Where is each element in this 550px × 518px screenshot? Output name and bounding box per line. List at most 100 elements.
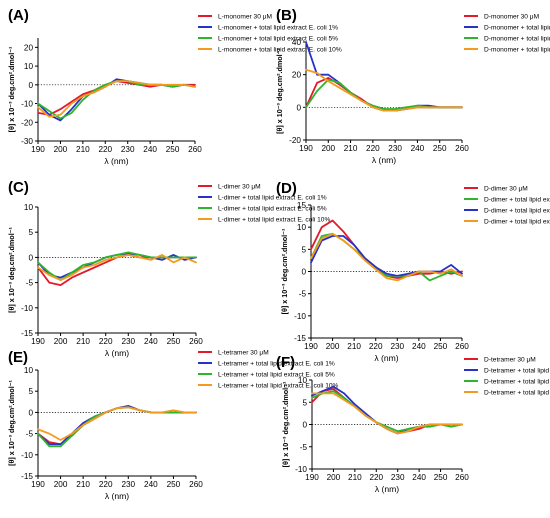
x-tick-label: 240 bbox=[144, 337, 158, 346]
y-tick-label: -30 bbox=[21, 137, 33, 146]
x-tick-label: 200 bbox=[326, 342, 340, 351]
x-tick-label: 240 bbox=[144, 480, 158, 489]
y-tick-label: 10 bbox=[24, 203, 34, 212]
y-tick-label: -10 bbox=[21, 100, 33, 109]
x-tick-label: 240 bbox=[411, 144, 425, 153]
legend-entry: D-monomer 30 μM bbox=[484, 13, 539, 20]
x-tick-label: 250 bbox=[433, 144, 447, 153]
y-tick-label: -10 bbox=[21, 451, 33, 460]
series-line bbox=[37, 406, 197, 441]
legend-entry: D-tetramer + total lipid extract E. coli… bbox=[484, 389, 550, 396]
y-tick-label: -15 bbox=[294, 334, 306, 343]
y-tick-label: 10 bbox=[24, 366, 34, 375]
y-tick-label: 0 bbox=[28, 81, 33, 90]
x-tick-label: 230 bbox=[121, 145, 135, 154]
legend-entry: L-tetramer + total lipid extract E. coli… bbox=[218, 360, 335, 367]
legend-entry: D-monomer + total lipid extract E. coli … bbox=[484, 24, 550, 31]
x-tick-label: 210 bbox=[347, 342, 361, 351]
x-axis-label: λ (nm) bbox=[105, 491, 129, 501]
y-tick-label: 0 bbox=[28, 408, 33, 417]
x-tick-label: 220 bbox=[369, 473, 383, 482]
panel-b: (B) 190 200 210 220 230 240 250 260 -20 0 20 40 λ (nm… bbox=[275, 7, 550, 165]
x-tick-label: 220 bbox=[98, 145, 112, 154]
y-tick-label: 10 bbox=[297, 223, 307, 232]
panel-letter: (F) bbox=[276, 354, 295, 371]
series-line bbox=[37, 254, 197, 281]
series-line bbox=[310, 219, 463, 279]
x-tick-label: 190 bbox=[305, 473, 319, 482]
panel-letter: (C) bbox=[8, 179, 29, 196]
legend-entry: L-monomer + total lipid extract E. coli … bbox=[218, 24, 338, 31]
x-tick-label: 240 bbox=[143, 145, 157, 154]
panel-d: (D) 190 200 210 220 230 240 250 260 -15 -10 -5 0 5 10 1… bbox=[276, 180, 550, 363]
x-tick-label: 260 bbox=[189, 337, 203, 346]
x-tick-label: 250 bbox=[167, 337, 181, 346]
panel-e: (E) 190 200 210 220 230 240 250 260 -15 -10 -5 0 5 10 λ… bbox=[7, 349, 339, 501]
y-tick-label: 15 bbox=[297, 201, 307, 210]
panel-letter: (D) bbox=[276, 180, 297, 197]
x-axis-label: λ (nm) bbox=[104, 156, 128, 166]
series-line bbox=[37, 80, 196, 118]
x-tick-label: 200 bbox=[54, 337, 68, 346]
y-tick-label: 10 bbox=[298, 376, 308, 385]
y-tick-label: -20 bbox=[289, 136, 301, 145]
x-tick-label: 220 bbox=[99, 480, 113, 489]
x-tick-label: 190 bbox=[299, 144, 313, 153]
legend-entry: D-monomer + total lipid extract E. coli … bbox=[484, 46, 550, 53]
x-tick-label: 190 bbox=[31, 337, 45, 346]
x-tick-label: 210 bbox=[344, 144, 358, 153]
x-tick-label: 230 bbox=[121, 337, 135, 346]
y-tick-label: 0 bbox=[301, 268, 306, 277]
legend-entry: L-dimer + total lipid extract E. coli 5% bbox=[218, 205, 327, 212]
x-tick-label: 200 bbox=[327, 473, 341, 482]
panel-letter: (E) bbox=[8, 349, 28, 366]
panel-a: (A)190 200 210 220 230 240 250 260-30-20-100102… bbox=[7, 7, 342, 166]
x-tick-label: 260 bbox=[188, 145, 202, 154]
y-tick-label: 20 bbox=[24, 43, 34, 52]
y-tick-label: 5 bbox=[302, 398, 307, 407]
x-tick-label: 230 bbox=[391, 473, 405, 482]
y-tick-label: 0 bbox=[28, 253, 33, 262]
series-line bbox=[305, 68, 463, 112]
y-tick-label: -5 bbox=[300, 443, 308, 452]
y-tick-label: -5 bbox=[26, 279, 34, 288]
x-tick-label: 220 bbox=[99, 337, 113, 346]
legend-entry: D-tetramer 30 μM bbox=[484, 356, 536, 363]
x-tick-label: 250 bbox=[434, 473, 448, 482]
x-tick-label: 200 bbox=[54, 145, 68, 154]
y-tick-label: 5 bbox=[28, 228, 33, 237]
y-tick-label: -5 bbox=[299, 290, 307, 299]
legend-entry: D-monomer + total lipid extract E. coli … bbox=[484, 35, 550, 42]
legend-entry: L-tetramer 30 μM bbox=[218, 349, 269, 356]
y-tick-label: -5 bbox=[26, 430, 34, 439]
x-tick-label: 210 bbox=[348, 473, 362, 482]
y-tick-label: 0 bbox=[296, 103, 301, 112]
series-line bbox=[310, 235, 463, 277]
y-tick-label: 20 bbox=[292, 71, 302, 80]
x-axis-label: λ (nm) bbox=[374, 353, 398, 363]
y-axis-label: [θ] x 10⁻³ deg.cm².dmol⁻¹ bbox=[275, 48, 284, 134]
y-tick-label: -15 bbox=[21, 472, 33, 481]
legend-entry: D-dimer + total lipid extract E. coli 5% bbox=[484, 207, 550, 214]
x-tick-label: 190 bbox=[31, 145, 45, 154]
y-tick-label: 5 bbox=[301, 245, 306, 254]
x-tick-label: 220 bbox=[369, 342, 383, 351]
x-tick-label: 200 bbox=[54, 480, 68, 489]
legend-entry: D-tetramer + total lipid extract E. coli… bbox=[484, 367, 550, 374]
y-tick-label: -10 bbox=[295, 465, 307, 474]
y-tick-label: 0 bbox=[302, 421, 307, 430]
legend-entry: D-tetramer + total lipid extract E. coli… bbox=[484, 378, 550, 385]
x-tick-label: 260 bbox=[189, 480, 203, 489]
panel-f: (F) 190 200 210 220 230 240 250 260 -10 -5 0 5 10 λ (n… bbox=[276, 354, 550, 494]
x-tick-label: 230 bbox=[121, 480, 135, 489]
legend-entry: L-monomer 30 μM bbox=[218, 13, 272, 20]
legend-entry: L-dimer + total lipid extract E. coli 1% bbox=[218, 194, 327, 201]
x-tick-label: 260 bbox=[455, 144, 469, 153]
x-axis-label: λ (nm) bbox=[105, 348, 129, 358]
x-tick-label: 210 bbox=[76, 145, 90, 154]
x-tick-label: 260 bbox=[455, 473, 469, 482]
x-tick-label: 190 bbox=[31, 480, 45, 489]
x-tick-label: 220 bbox=[366, 144, 380, 153]
y-axis-label: [θ] x 10⁻³ deg.cm².dmol⁻¹ bbox=[7, 380, 16, 466]
